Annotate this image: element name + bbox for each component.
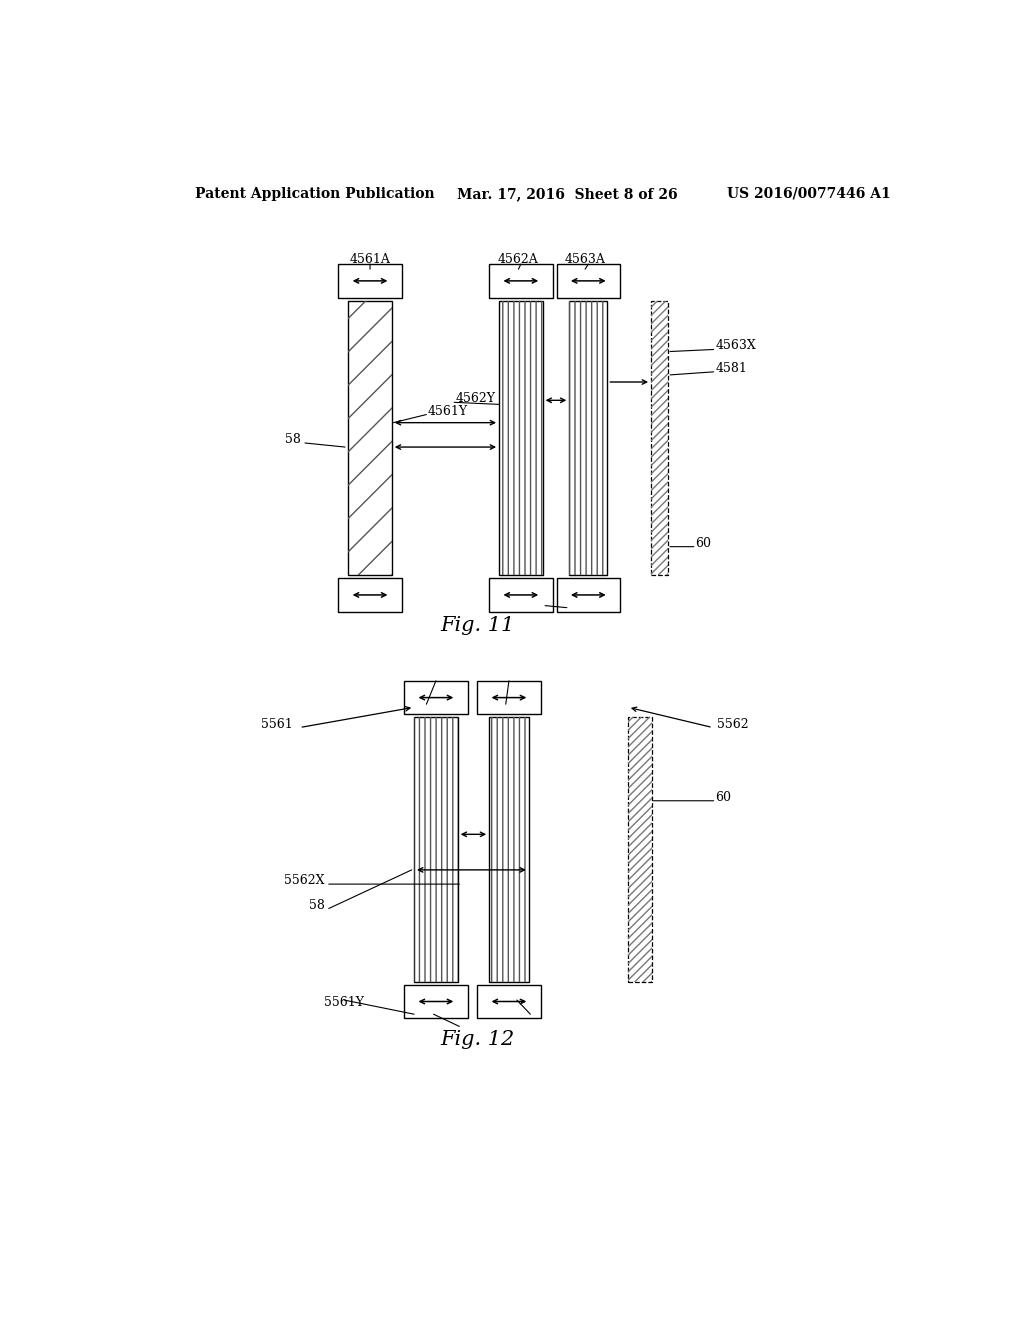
Bar [556, 264, 620, 297]
Text: 58: 58 [285, 433, 301, 446]
Text: US 2016/0077446 A1: US 2016/0077446 A1 [727, 187, 891, 201]
Bar [404, 681, 468, 714]
Text: Fig. 11: Fig. 11 [440, 616, 514, 635]
Text: 5561Y: 5561Y [324, 997, 364, 1008]
Text: 4561A: 4561A [349, 253, 390, 267]
Bar [477, 985, 541, 1018]
Text: 58: 58 [309, 899, 325, 912]
Text: 5561A: 5561A [407, 689, 446, 702]
Text: Mar. 17, 2016  Sheet 8 of 26: Mar. 17, 2016 Sheet 8 of 26 [458, 187, 678, 201]
Text: 4563A: 4563A [564, 253, 605, 267]
Text: 4562A: 4562A [498, 253, 539, 267]
Text: 4581: 4581 [715, 362, 748, 375]
Text: 60: 60 [695, 537, 712, 549]
Bar [569, 301, 607, 576]
Bar [569, 301, 607, 576]
Bar [651, 301, 669, 576]
Text: 4562X: 4562X [568, 599, 609, 612]
Bar [489, 718, 528, 982]
Text: 5562X: 5562X [285, 874, 325, 887]
Bar [477, 681, 541, 714]
Bar [489, 718, 528, 982]
Text: 5561: 5561 [261, 718, 293, 730]
Text: 4562Y: 4562Y [456, 392, 496, 405]
Bar [414, 718, 458, 982]
Text: 4563X: 4563X [715, 339, 756, 352]
Bar [348, 301, 392, 576]
Bar [499, 301, 543, 576]
Text: 5562Y: 5562Y [497, 997, 537, 1008]
Bar [651, 301, 669, 576]
Bar [556, 578, 620, 611]
Bar [338, 264, 401, 297]
Bar [489, 578, 553, 611]
Bar [628, 718, 652, 982]
Bar [489, 264, 553, 297]
Bar [499, 301, 543, 576]
Text: Fig. 12: Fig. 12 [440, 1030, 514, 1048]
Text: 5562: 5562 [717, 718, 749, 730]
Bar [628, 718, 652, 982]
Text: 4561Y: 4561Y [428, 404, 468, 417]
Bar [338, 578, 401, 611]
Text: Patent Application Publication: Patent Application Publication [196, 187, 435, 201]
Bar [348, 301, 392, 576]
Text: 5562A: 5562A [485, 689, 526, 702]
Bar [404, 985, 468, 1018]
Text: 5561X: 5561X [414, 1010, 454, 1022]
Bar [414, 718, 458, 982]
Text: 60: 60 [715, 791, 731, 804]
